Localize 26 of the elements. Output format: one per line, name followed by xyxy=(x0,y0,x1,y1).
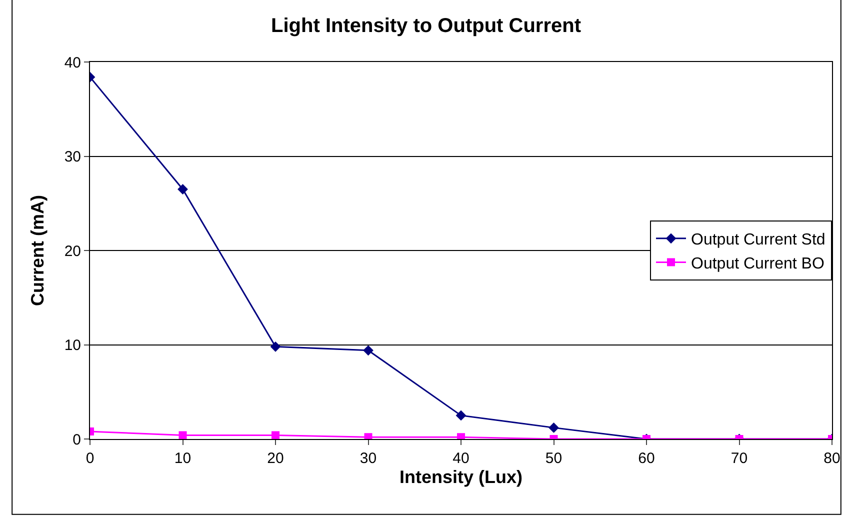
x-tick-label: 0 xyxy=(86,450,94,467)
x-tick-label: 30 xyxy=(360,450,377,467)
x-tick-label: 70 xyxy=(730,450,748,467)
x-axis-title: Intensity (Lux) xyxy=(399,467,523,487)
point xyxy=(178,431,187,439)
point xyxy=(548,422,559,433)
point xyxy=(456,410,466,421)
x-tick-label: 50 xyxy=(545,450,562,467)
x-tick-label: 10 xyxy=(174,450,192,467)
y-tick-label: 30 xyxy=(64,148,81,166)
point xyxy=(270,341,281,352)
x-tick-label: 40 xyxy=(452,450,470,467)
y-tick-label: 10 xyxy=(64,337,81,354)
x-tick-label: 80 xyxy=(824,450,840,467)
chart-title: Light Intensity to Output Current xyxy=(271,15,582,38)
y-tick-label: 40 xyxy=(64,54,81,72)
point xyxy=(272,431,280,439)
point xyxy=(363,345,374,356)
y-tick-label: 0 xyxy=(72,431,81,448)
legend-label: Output Current BO xyxy=(691,255,824,272)
y-axis-title: Current (mA) xyxy=(28,194,48,306)
y-tick-label: 20 xyxy=(64,242,81,260)
x-tick-label: 60 xyxy=(638,450,655,467)
point xyxy=(178,184,188,194)
legend-label: Output Current Std xyxy=(691,232,826,249)
x-tick-label: 20 xyxy=(267,450,284,467)
